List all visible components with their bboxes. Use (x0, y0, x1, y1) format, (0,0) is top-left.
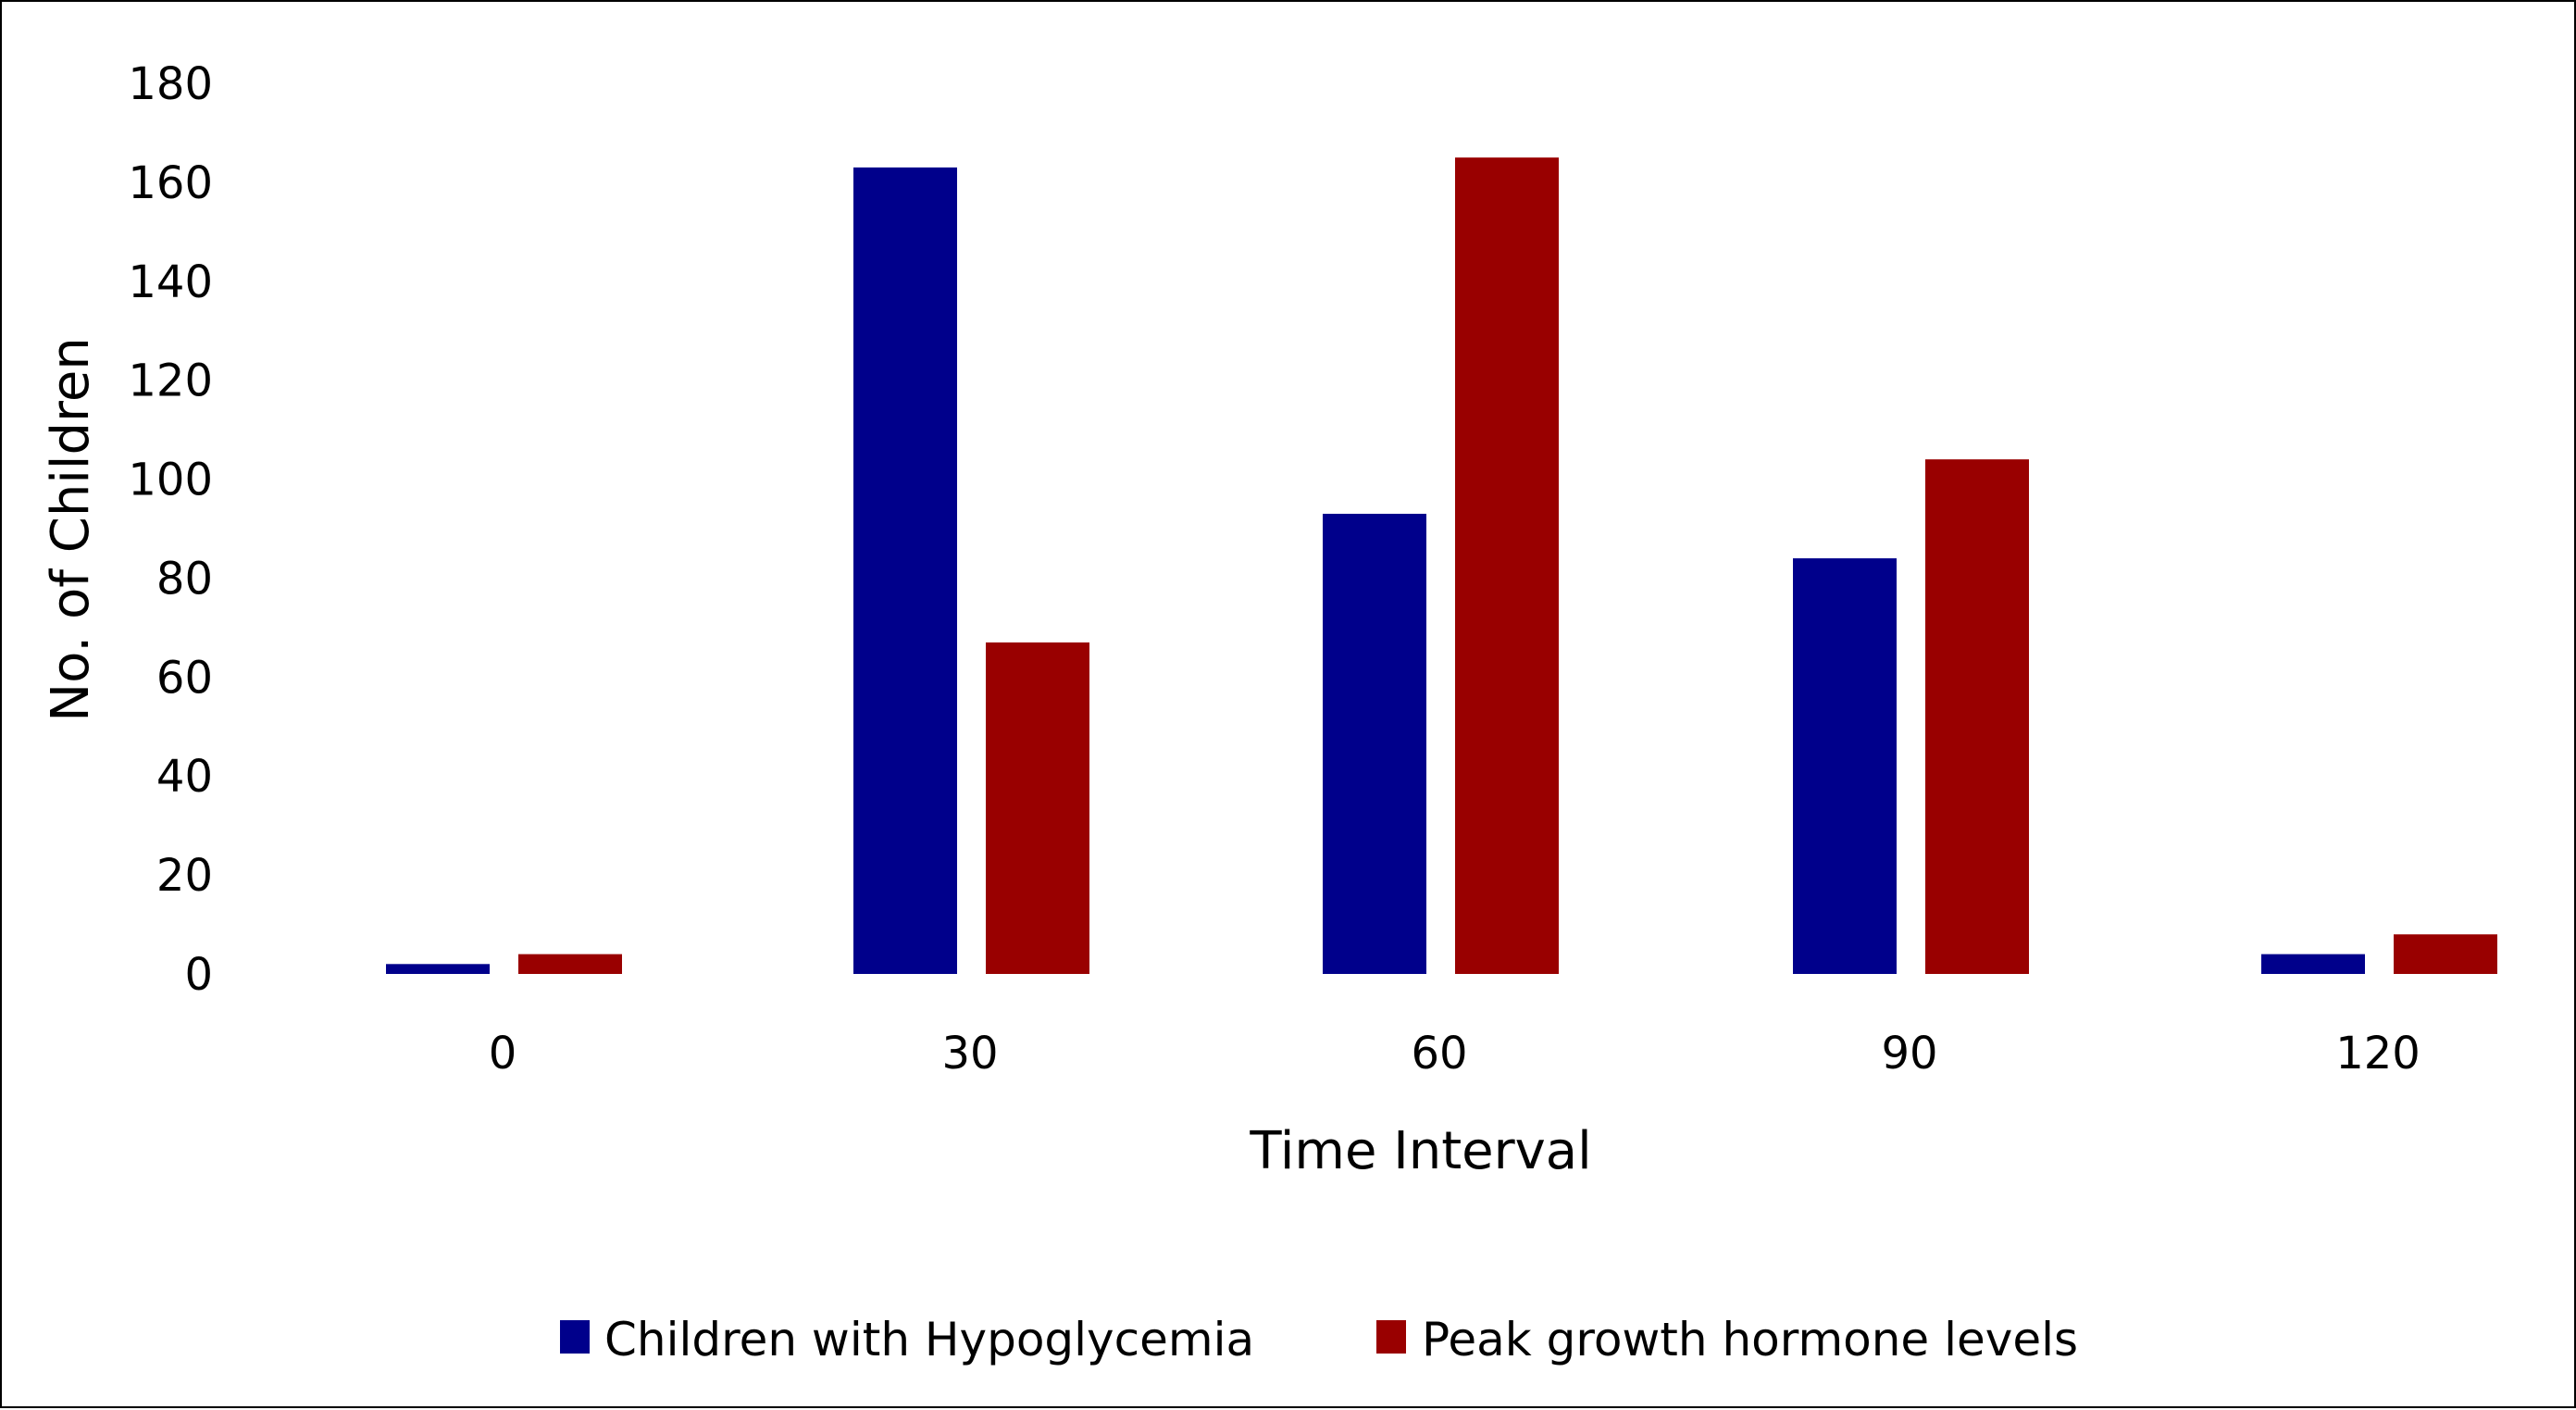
x-axis-ticks: 0 30 60 90 120 (489, 1028, 2420, 1079)
legend-swatch (1376, 1320, 1406, 1354)
y-tick-label: 160 (128, 157, 213, 209)
y-tick-label: 20 (156, 850, 213, 902)
y-tick-label: 80 (156, 553, 213, 605)
x-tick-label: 60 (1411, 1028, 1467, 1079)
bar-peak-gh-60 (1455, 157, 1559, 974)
bar-peak-gh-90 (1925, 459, 2029, 975)
x-axis-title: Time Interval (1249, 1121, 1591, 1181)
legend-label: Peak growth hormone levels (1422, 1313, 2078, 1366)
y-tick-label: 100 (128, 455, 213, 506)
bar-hypoglycemia-30 (853, 167, 957, 974)
bars (386, 157, 2497, 975)
y-tick-label: 0 (184, 949, 213, 1001)
y-axis-ticks: 0 20 40 60 80 100 120 140 160 180 (128, 58, 213, 1001)
x-tick-label: 90 (1881, 1028, 1937, 1079)
y-tick-label: 140 (128, 256, 213, 308)
y-tick-label: 60 (156, 652, 213, 704)
bar-hypoglycemia-60 (1323, 513, 1426, 974)
bar-peak-gh-120 (2394, 934, 2497, 974)
legend-label: Children with Hypoglycemia (604, 1313, 1254, 1366)
y-tick-label: 180 (128, 58, 213, 110)
x-tick-label: 30 (941, 1028, 998, 1079)
legend-swatch (560, 1320, 590, 1354)
bar-hypoglycemia-90 (1793, 558, 1897, 974)
bar-peak-gh-0 (518, 954, 622, 974)
bar-hypoglycemia-120 (2261, 954, 2365, 974)
legend: Children with Hypoglycemia Peak growth ho… (560, 1313, 2078, 1366)
y-tick-label: 40 (156, 751, 213, 803)
y-axis-title: No. of Children (41, 337, 101, 722)
x-tick-label: 0 (489, 1028, 517, 1079)
x-tick-label: 120 (2335, 1028, 2420, 1079)
y-tick-label: 120 (128, 356, 213, 407)
bar-peak-gh-30 (986, 642, 1089, 974)
bar-hypoglycemia-0 (386, 964, 490, 974)
